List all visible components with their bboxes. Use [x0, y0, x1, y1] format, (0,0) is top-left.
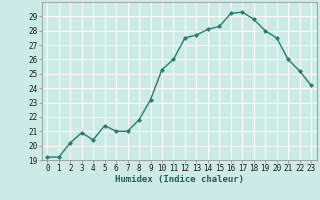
X-axis label: Humidex (Indice chaleur): Humidex (Indice chaleur): [115, 175, 244, 184]
